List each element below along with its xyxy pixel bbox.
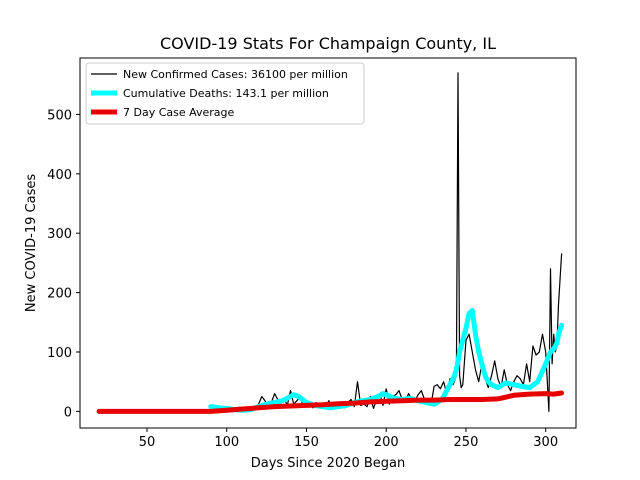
legend-box bbox=[85, 62, 365, 125]
series-layer bbox=[96, 72, 565, 414]
x-tick-label: 200 bbox=[374, 435, 399, 450]
x-tick-label: 50 bbox=[139, 435, 156, 450]
series-line-7-day-average bbox=[96, 390, 565, 414]
x-axis-label: Days Since 2020 Began bbox=[251, 456, 406, 471]
x-tick-label: 100 bbox=[214, 435, 239, 450]
y-tick-label: 500 bbox=[47, 108, 72, 123]
legend: New Confirmed Cases: 36100 per million Cu… bbox=[85, 62, 365, 125]
y-tick-label: 400 bbox=[47, 168, 72, 183]
chart-title: COVID-19 Stats For Champaign County, IL bbox=[160, 34, 496, 53]
x-tick-label: 150 bbox=[294, 435, 319, 450]
y-axis-ticks: 0 100 200 300 400 500 bbox=[47, 108, 80, 420]
x-axis-ticks: 50 100 150 200 250 300 bbox=[139, 428, 558, 450]
y-axis-label: New COVID-19 Cases bbox=[24, 174, 39, 312]
x-tick-label: 300 bbox=[533, 435, 558, 450]
y-tick-label: 300 bbox=[47, 227, 72, 242]
legend-label: New Confirmed Cases: 36100 per million bbox=[123, 68, 348, 81]
plot-frame bbox=[79, 57, 577, 429]
legend-label: 7 Day Case Average bbox=[123, 106, 235, 119]
y-tick-label: 200 bbox=[47, 287, 72, 302]
y-tick-label: 100 bbox=[47, 346, 72, 361]
y-tick-label: 0 bbox=[64, 405, 72, 420]
x-tick-label: 250 bbox=[454, 435, 479, 450]
legend-label: Cumulative Deaths: 143.1 per million bbox=[123, 87, 329, 100]
